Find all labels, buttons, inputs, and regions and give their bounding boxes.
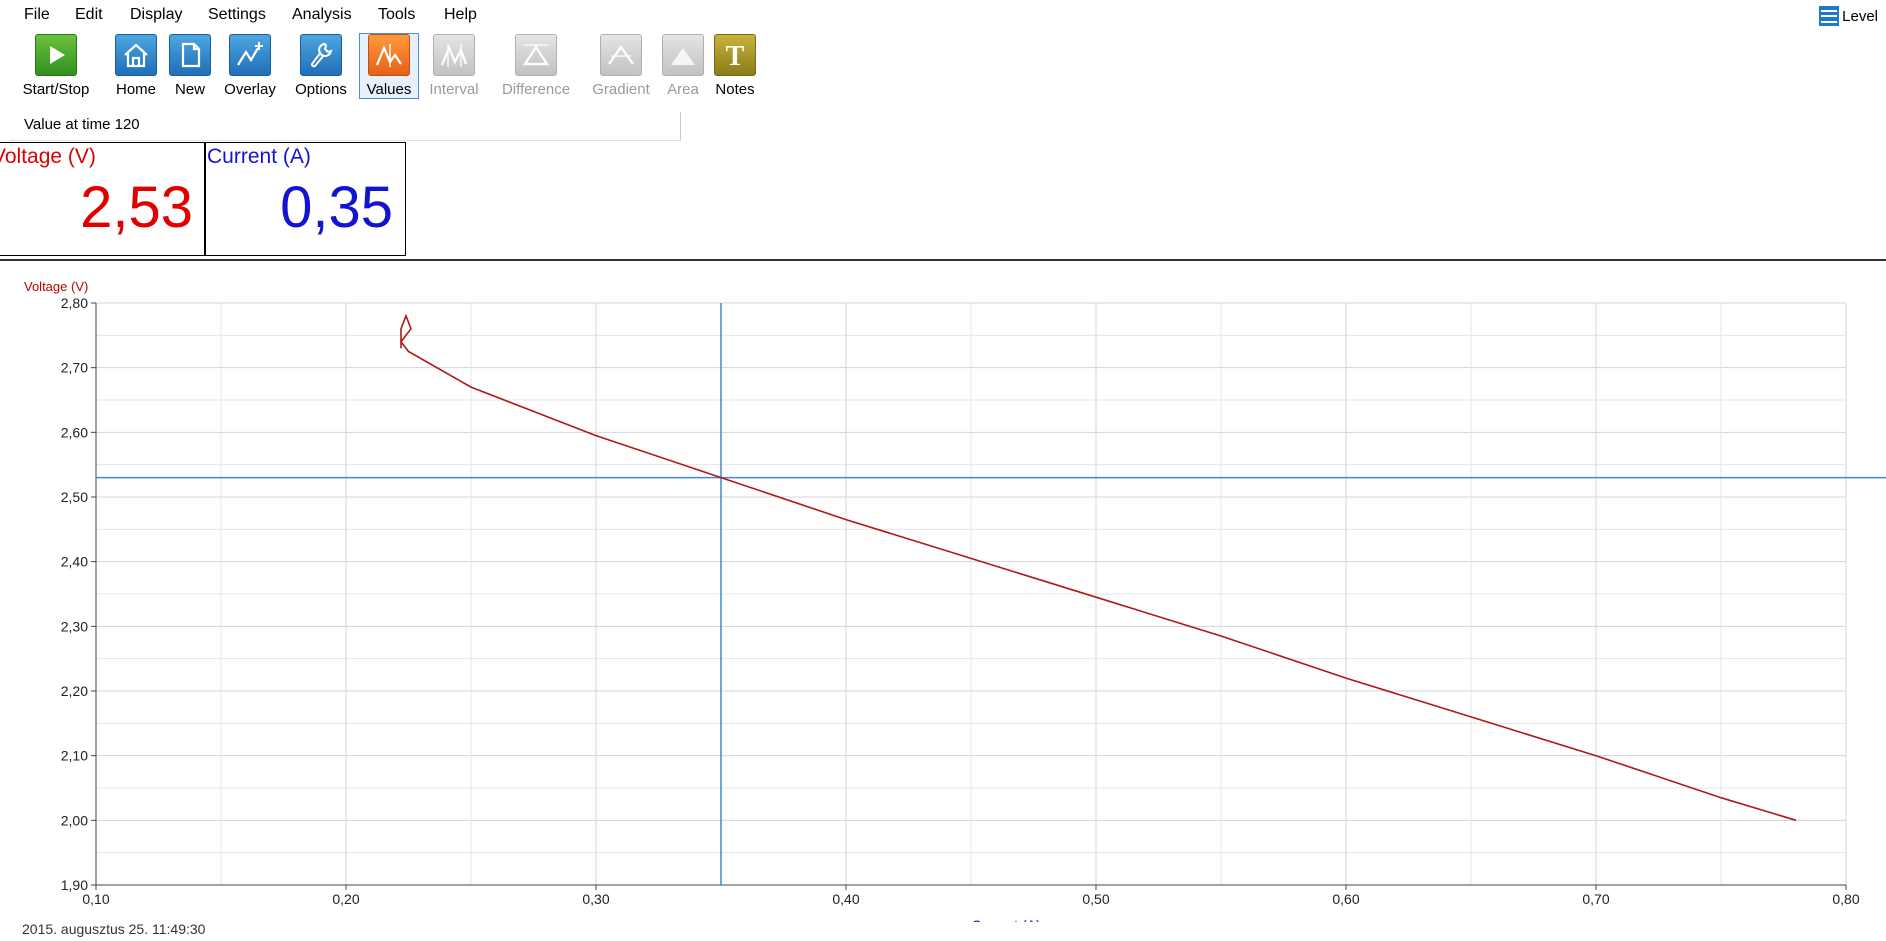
current-meter-value: 0,35 — [280, 175, 393, 240]
voltage-meter-label: Voltage (V) — [0, 145, 96, 168]
toolbar-label: Overlay — [224, 81, 276, 98]
menu-edit[interactable]: Edit — [75, 6, 103, 23]
y-tick-label: 2,50 — [61, 489, 88, 505]
menu-bar: File Edit Display Settings Analysis Tools Help — [0, 0, 1886, 30]
y-tick-label: 2,60 — [61, 424, 88, 440]
current-meter-label: Current (A) — [207, 145, 311, 168]
gradient-icon — [600, 34, 642, 76]
status-line: Value at time 120 — [10, 112, 681, 141]
y-tick-label: 1,90 — [61, 877, 88, 893]
area-icon — [662, 34, 704, 76]
toolbar-label: Interval — [429, 81, 479, 98]
status-text: Value at time 120 — [24, 116, 140, 133]
values-icon — [368, 34, 410, 76]
x-tick-label: 0,20 — [332, 891, 359, 907]
play-icon — [35, 34, 77, 76]
divider — [0, 259, 1886, 261]
x-tick-label: 0,60 — [1332, 891, 1359, 907]
current-meter: Current (A) 0,35 — [204, 142, 406, 256]
toolbar-label: Notes — [715, 81, 755, 98]
toolbar-label: Values — [366, 81, 412, 98]
y-tick-label: 2,80 — [61, 295, 88, 311]
difference-icon — [515, 34, 557, 76]
menu-tools[interactable]: Tools — [378, 6, 416, 23]
menu-help[interactable]: Help — [444, 6, 477, 23]
x-tick-label: 0,70 — [1582, 891, 1609, 907]
toolbar-label: Start/Stop — [22, 81, 90, 98]
x-tick-label: 0,80 — [1832, 891, 1859, 907]
start-stop-button[interactable]: Start/Stop — [16, 34, 96, 98]
options-button[interactable]: Options — [288, 34, 354, 98]
home-icon — [115, 34, 157, 76]
toolbar-label: Gradient — [592, 81, 650, 98]
x-tick-label: 0,50 — [1082, 891, 1109, 907]
data-series-line — [399, 313, 1797, 822]
home-button[interactable]: Home — [108, 34, 164, 98]
area-button[interactable]: Area — [661, 34, 705, 98]
timestamp: 2015. augusztus 25. 11:49:30 — [22, 921, 206, 937]
level-label: Level — [1842, 7, 1878, 25]
interval-icon — [433, 34, 475, 76]
x-axis-label: Current (A) — [971, 917, 1040, 922]
voltage-meter: Voltage (V) 2,53 — [0, 142, 206, 256]
wrench-icon — [300, 34, 342, 76]
y-tick-label: 2,70 — [61, 360, 88, 376]
toolbar-label: Difference — [501, 81, 571, 98]
menu-analysis[interactable]: Analysis — [292, 6, 352, 23]
voltage-meter-value: 2,53 — [80, 175, 193, 240]
y-tick-label: 2,00 — [61, 812, 88, 828]
menu-file[interactable]: File — [24, 6, 50, 23]
y-tick-label: 2,40 — [61, 554, 88, 570]
level-icon — [1819, 6, 1840, 26]
interval-button[interactable]: Interval — [426, 34, 482, 98]
voltage-current-chart[interactable]: 1,90 2,00 2,10 2,20 2,30 2,40 2,50 2,60 2,70 2,80… — [0, 262, 1886, 922]
menu-display[interactable]: Display — [130, 6, 183, 23]
level-button[interactable]: Level — [1819, 6, 1878, 26]
y-tick-label: 2,10 — [61, 748, 88, 764]
values-button[interactable]: Values — [359, 33, 419, 99]
gradient-button[interactable]: Gradient — [586, 34, 656, 98]
toolbar-label: New — [174, 81, 205, 98]
difference-button[interactable]: Difference — [494, 34, 578, 98]
overlay-button[interactable]: Overlay — [218, 34, 282, 98]
y-axis-label: Voltage (V) — [24, 279, 88, 294]
new-page-icon — [169, 34, 211, 76]
y-tick-label: 2,20 — [61, 683, 88, 699]
toolbar-label: Home — [115, 81, 156, 98]
x-tick-label: 0,10 — [82, 891, 109, 907]
notes-button[interactable]: T Notes — [710, 34, 760, 98]
toolbar-label: Options — [295, 81, 347, 98]
x-tick-label: 0,30 — [582, 891, 609, 907]
overlay-icon — [229, 34, 271, 76]
menu-settings[interactable]: Settings — [208, 6, 266, 23]
toolbar-label: Area — [667, 81, 699, 98]
new-button[interactable]: New — [168, 34, 212, 98]
notes-icon: T — [714, 34, 756, 76]
x-tick-label: 0,40 — [832, 891, 859, 907]
y-tick-label: 2,30 — [61, 618, 88, 634]
svg-text:T: T — [726, 41, 745, 70]
toolbar: Start/Stop Home New Overlay Options Values Int… — [0, 30, 780, 108]
